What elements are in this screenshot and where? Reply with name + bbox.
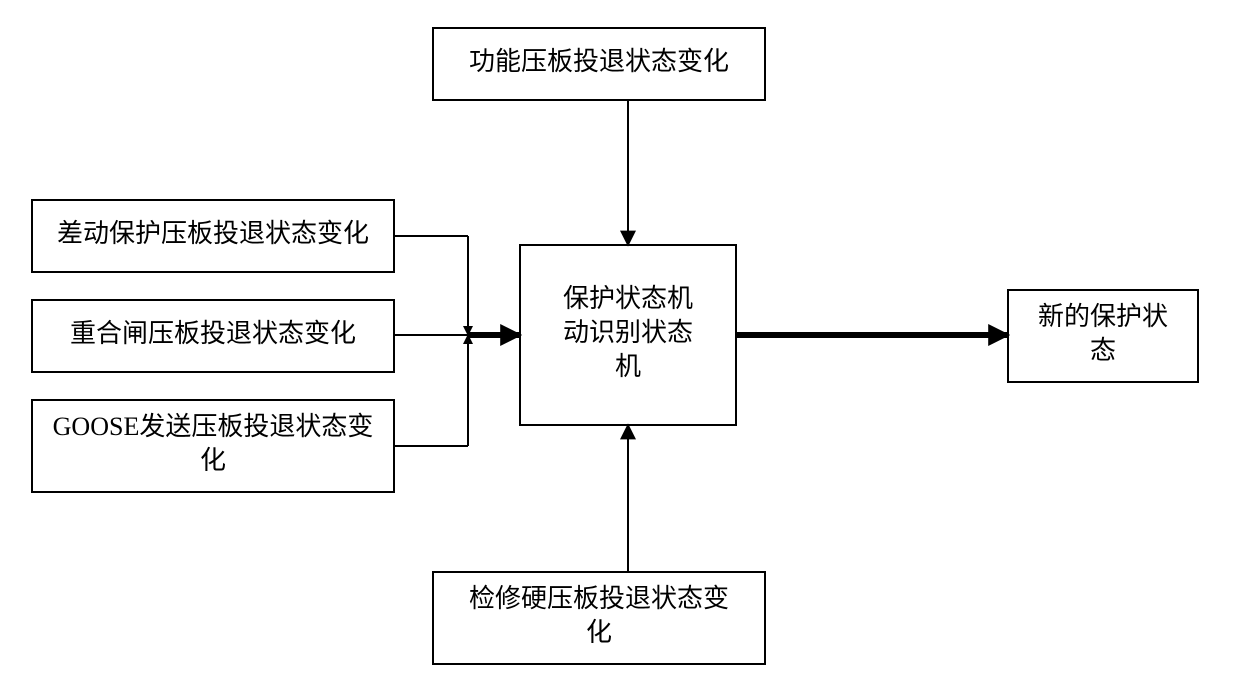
- box-left2: 重合闸压板投退状态变化: [32, 300, 394, 372]
- box-right-line0: 新的保护状: [1038, 302, 1168, 331]
- box-left2-line0: 重合闸压板投退状态变化: [70, 319, 356, 348]
- box-left1: 差动保护压板投退状态变化: [32, 200, 394, 272]
- box-center: 保护状态机动识别状态机: [520, 245, 736, 425]
- box-center-line1: 动识别状态: [563, 318, 693, 347]
- box-bottom-line1: 化: [586, 618, 612, 647]
- box-bottom: 检修硬压板投退状态变化: [433, 572, 765, 664]
- box-center-line0: 保护状态机: [563, 284, 693, 313]
- box-right: 新的保护状态: [1008, 290, 1198, 382]
- box-top-line0: 功能压板投退状态变化: [469, 47, 729, 76]
- box-top: 功能压板投退状态变化: [433, 28, 765, 100]
- box-right-line1: 态: [1090, 336, 1116, 365]
- box-left3-line1: 化: [200, 446, 226, 475]
- box-bottom-line0: 检修硬压板投退状态变: [469, 584, 729, 613]
- box-center-line2: 机: [615, 352, 641, 381]
- box-left3: GOOSE发送压板投退状态变化: [32, 400, 394, 492]
- box-left1-line0: 差动保护压板投退状态变化: [57, 219, 369, 248]
- box-left3-line0: GOOSE发送压板投退状态变: [53, 412, 374, 441]
